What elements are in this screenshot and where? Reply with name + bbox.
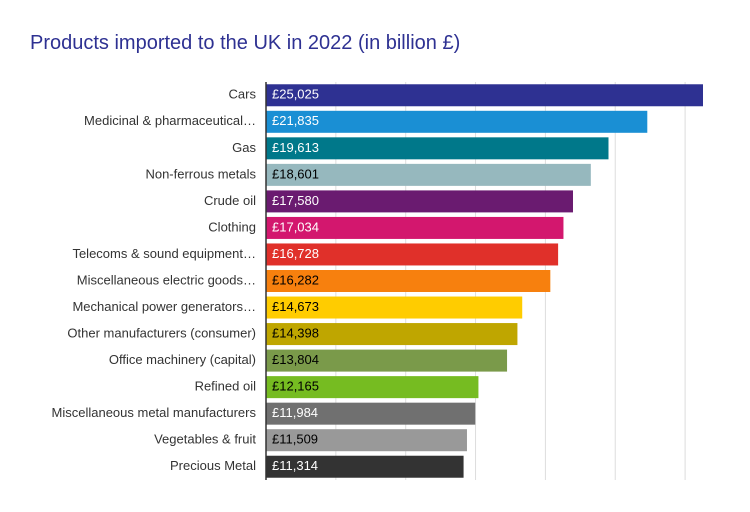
bar <box>266 296 523 319</box>
bar <box>266 110 648 133</box>
bar <box>266 402 476 425</box>
value-label: £21,835 <box>272 113 319 128</box>
bar <box>266 376 479 399</box>
y-tick-label: Vegetables & fruit <box>154 432 256 447</box>
y-tick-label: Miscellaneous metal manufacturers <box>52 405 257 420</box>
bar <box>266 190 573 213</box>
y-tick-label: Clothing <box>208 219 256 234</box>
y-tick-label: Telecoms & sound equipment… <box>72 246 256 261</box>
bar <box>266 455 464 478</box>
y-tick-label: Non-ferrous metals <box>145 166 256 181</box>
value-label: £25,025 <box>272 87 319 102</box>
value-label: £11,984 <box>272 405 318 420</box>
value-label: £11,314 <box>272 458 318 473</box>
value-label: £16,282 <box>272 272 319 287</box>
value-label: £14,673 <box>272 299 319 314</box>
value-label: £19,613 <box>272 140 319 155</box>
bar <box>266 349 508 372</box>
y-tick-label: Miscellaneous electric goods… <box>77 272 256 287</box>
value-label: £11,509 <box>272 432 318 447</box>
y-tick-label: Cars <box>229 87 257 102</box>
y-tick-label: Other manufacturers (consumer) <box>67 326 256 341</box>
bar <box>266 84 703 107</box>
value-label: £18,601 <box>272 166 319 181</box>
y-tick-label: Crude oil <box>204 193 256 208</box>
chart-title: Products imported to the UK in 2022 (in … <box>30 32 460 54</box>
y-tick-label: Precious Metal <box>170 458 256 473</box>
y-tick-label: Refined oil <box>195 379 257 394</box>
bar <box>266 216 564 239</box>
y-tick-label: Office machinery (capital) <box>109 352 256 367</box>
y-tick-label: Medicinal & pharmaceutical… <box>84 113 256 128</box>
bar <box>266 323 518 346</box>
value-label: £16,728 <box>272 246 319 261</box>
bar <box>266 270 551 292</box>
value-label: £12,165 <box>272 379 319 394</box>
bar <box>266 163 591 186</box>
value-label: £17,034 <box>272 219 319 234</box>
y-tick-label: Mechanical power generators… <box>72 299 256 314</box>
value-label: £14,398 <box>272 326 319 341</box>
y-tick-label: Gas <box>232 140 256 155</box>
value-label: £17,580 <box>272 193 319 208</box>
bar <box>266 243 559 266</box>
value-label: £13,804 <box>272 352 319 367</box>
bar <box>266 137 609 160</box>
bar <box>266 429 467 452</box>
